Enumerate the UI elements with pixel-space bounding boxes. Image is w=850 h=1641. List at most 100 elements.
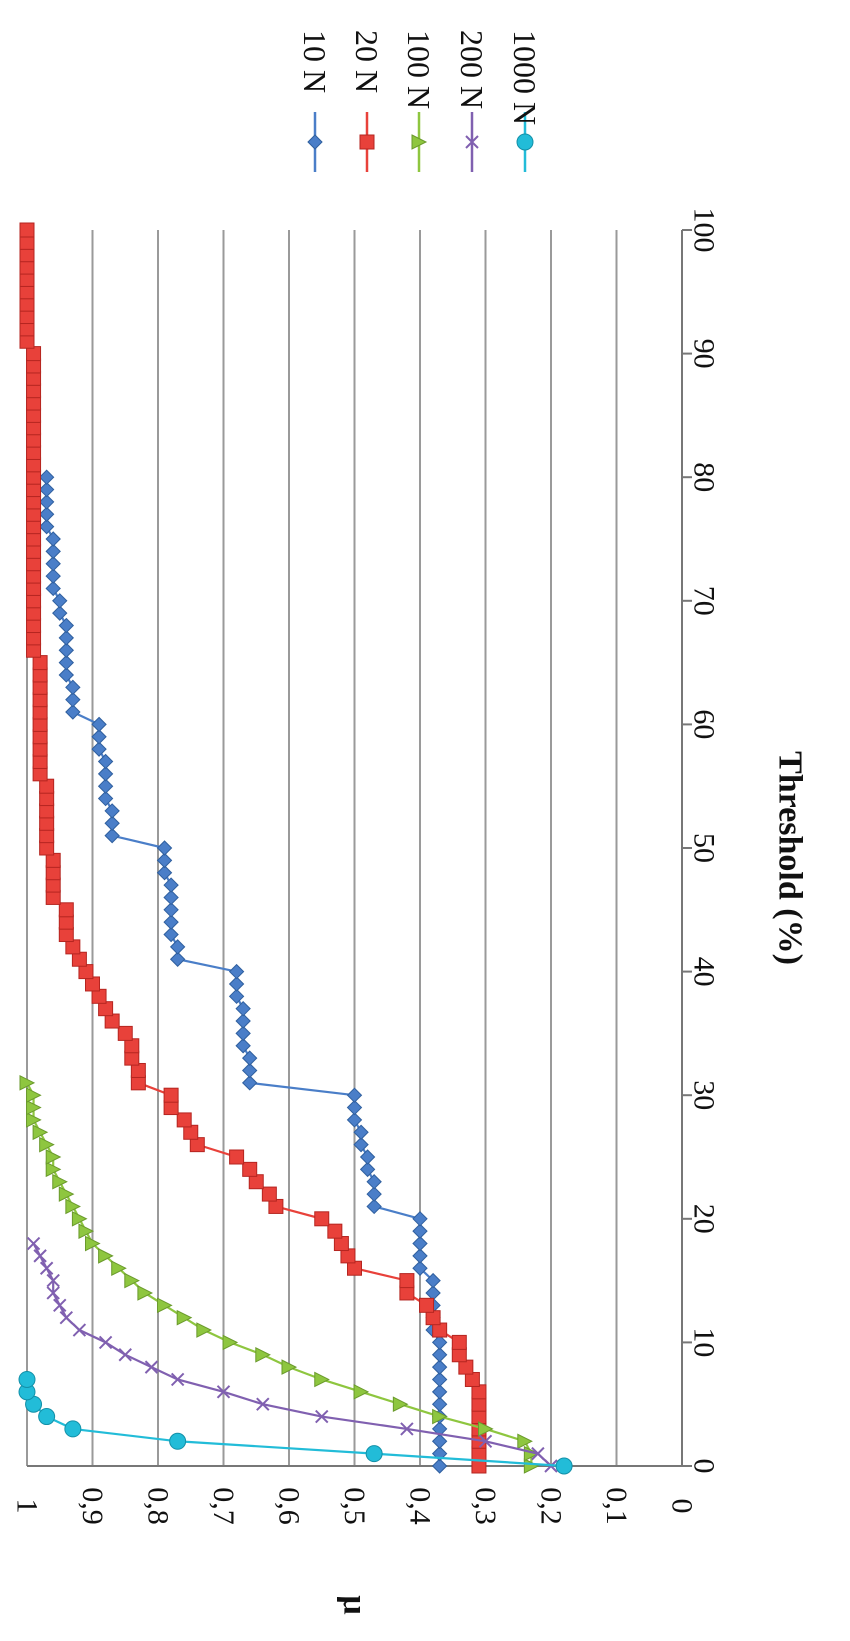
data-point-10-n: [412, 1248, 428, 1264]
data-point-10-n: [425, 1272, 441, 1289]
data-point-10-n: [241, 1050, 258, 1066]
data-point-10-n: [412, 1260, 428, 1276]
x-tick-labels: 0 10 20 30 40 50 60 70 80 90 100: [688, 208, 721, 1474]
data-point-10-n: [346, 1112, 363, 1128]
data-point-10-n: [353, 1124, 369, 1140]
x-tick-label: 20: [688, 1204, 721, 1234]
data-point-1000-n: [169, 1432, 187, 1450]
data-point-10-n: [241, 1075, 258, 1091]
legend-marker: [411, 134, 428, 150]
data-point-10-n: [359, 1161, 376, 1178]
data-point-10-n: [228, 976, 245, 992]
legend-marker: [359, 134, 375, 150]
data-point-1000-n: [38, 1408, 56, 1426]
data-point-100-n: [98, 1248, 114, 1264]
data-point-10-n: [431, 1334, 448, 1351]
data-point-10-n: [235, 1038, 251, 1054]
data-point-20-n: [117, 1025, 133, 1041]
data-point-10-n: [353, 1136, 369, 1153]
data-point-10-n: [52, 593, 68, 609]
data-point-100-n: [517, 1433, 533, 1450]
x-tick-label: 60: [688, 709, 721, 739]
data-point-200-n: [531, 1446, 545, 1461]
data-point-200-n: [400, 1422, 414, 1436]
data-point-100-n: [78, 1223, 95, 1239]
data-point-10-n: [235, 1013, 251, 1029]
data-point-10-n: [235, 1025, 251, 1042]
data-point-10-n: [45, 568, 61, 584]
legend-label: 200 N: [454, 30, 490, 109]
data-point-10-n: [52, 605, 68, 621]
data-point-10-n: [163, 926, 179, 943]
data-point-10-n: [156, 865, 173, 881]
data-point-100-n: [478, 1421, 494, 1437]
data-point-10-n: [431, 1384, 448, 1400]
data-point-100-n: [124, 1272, 140, 1289]
data-point-10-n: [38, 506, 55, 522]
data-point-1000-n: [365, 1445, 383, 1463]
data-point-10-n: [58, 630, 75, 646]
data-point-200-n: [33, 1249, 47, 1263]
data-point-10-n: [156, 840, 173, 856]
data-point-200-n: [59, 1310, 74, 1325]
data-point-10-n: [163, 877, 179, 893]
legend-item-1000-n: 1000 N: [507, 30, 543, 172]
data-point-200-n: [39, 1261, 54, 1275]
x-tick-label: 80: [688, 462, 721, 492]
data-point-20-n: [176, 1112, 192, 1128]
legend-label: 20 N: [349, 30, 385, 93]
x-tick-label: 0: [688, 1459, 721, 1474]
data-point-100-n: [523, 1458, 540, 1474]
data-point-10-n: [431, 1371, 448, 1388]
series-20-n: [19, 222, 487, 1474]
x-tick-label: 70: [688, 586, 721, 616]
x-tick-label: 30: [688, 1080, 721, 1110]
data-point-200-n: [26, 1236, 41, 1251]
data-point-200-n: [478, 1434, 493, 1448]
data-point-20-n: [327, 1223, 343, 1239]
data-point-100-n: [32, 1124, 49, 1141]
data-point-10-n: [65, 704, 81, 720]
data-point-10-n: [65, 679, 81, 696]
data-point-100-n: [157, 1297, 173, 1314]
data-point-10-n: [58, 642, 75, 658]
data-point-100-n: [26, 1099, 42, 1116]
data-point-200-n: [46, 1286, 60, 1300]
data-point-10-n: [431, 1396, 448, 1412]
data-point-10-n: [163, 914, 179, 930]
data-point-10-n: [366, 1174, 382, 1190]
data-point-100-n: [65, 1198, 81, 1215]
legend-marker: [307, 134, 323, 150]
x-tick-label: 100: [688, 208, 721, 253]
y-tick-label: 1: [11, 1499, 44, 1514]
data-point-10-n: [412, 1235, 428, 1252]
x-tick-label: 90: [688, 339, 721, 369]
data-point-10-n: [241, 1062, 258, 1079]
series-100-n: [19, 1075, 540, 1474]
data-point-10-n: [228, 963, 245, 980]
legend-label: 10 N: [297, 30, 333, 93]
data-point-100-n: [255, 1346, 271, 1363]
x-tick-label: 40: [688, 957, 721, 987]
data-point-200-n: [46, 1273, 60, 1288]
series-10-n: [38, 469, 448, 1474]
data-point-10-n: [104, 815, 120, 831]
legend-marker: [465, 135, 479, 149]
data-point-10-n: [91, 716, 107, 733]
data-point-20-n: [163, 1087, 179, 1103]
legend-item-20-n: 20 N: [349, 30, 385, 172]
data-point-10-n: [169, 939, 186, 955]
legend-item-200-n: 200 N: [454, 30, 490, 172]
data-point-100-n: [39, 1136, 55, 1153]
data-point-10-n: [38, 481, 55, 498]
data-point-10-n: [163, 902, 179, 918]
data-point-100-n: [353, 1384, 370, 1400]
y-tick-label: 0,8: [142, 1487, 175, 1525]
data-point-1000-n: [555, 1457, 573, 1475]
data-point-20-n: [451, 1334, 467, 1350]
data-point-20-n: [58, 902, 74, 918]
data-point-10-n: [97, 790, 114, 807]
y-tick-label: 0,1: [600, 1487, 633, 1525]
data-point-100-n: [432, 1408, 448, 1425]
data-point-100-n: [281, 1359, 298, 1375]
